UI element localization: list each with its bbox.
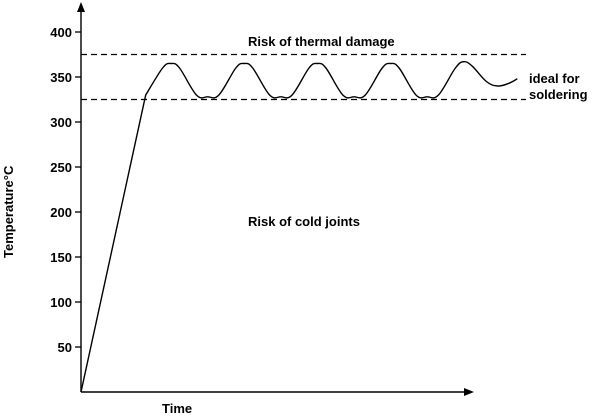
thermal-damage-label: Risk of thermal damage [248, 34, 395, 49]
y-tick-label-200: 200 [50, 205, 72, 220]
y-axis-arrow [77, 2, 85, 12]
y-tick-label-400: 400 [50, 25, 72, 40]
y-tick-label-350: 350 [50, 70, 72, 85]
y-axis-title: Temperature°C [1, 165, 16, 258]
soldering-label-line-1: ideal for [529, 71, 580, 86]
temperature-series-line [80, 60, 518, 393]
y-tick-label-150: 150 [50, 250, 72, 265]
y-tick-label-300: 300 [50, 115, 72, 130]
y-ticks: 50 100 150 200 250 300 350 400 [50, 25, 81, 355]
y-tick-label-100: 100 [50, 295, 72, 310]
x-axis-title: Time [162, 401, 192, 416]
y-tick-label-250: 250 [50, 160, 72, 175]
cold-joints-label: Risk of cold joints [248, 214, 360, 229]
soldering-label-line-2: soldering [529, 87, 588, 102]
x-axis-arrow [464, 388, 474, 396]
y-tick-label-50: 50 [58, 340, 72, 355]
